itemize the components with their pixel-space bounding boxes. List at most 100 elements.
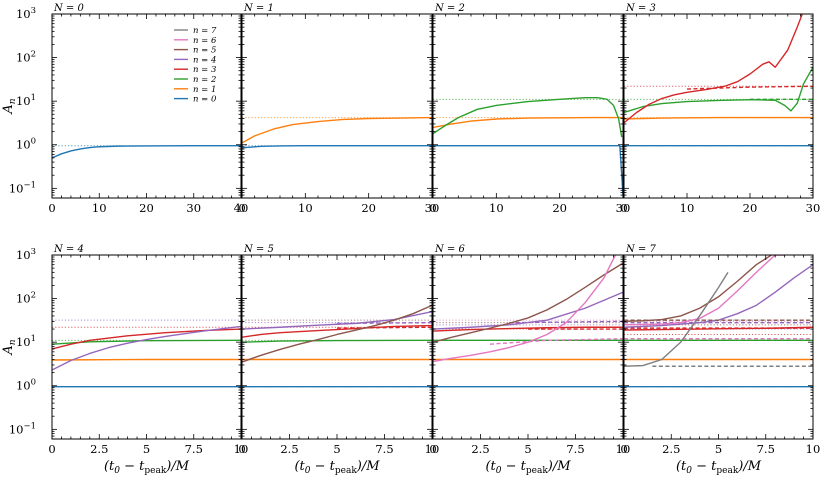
x-tick-label: 2.5: [280, 442, 298, 456]
curves: [433, 97, 623, 196]
y-tick-exponent: 1: [31, 334, 36, 344]
y-tick-label: 100: [16, 378, 36, 393]
y-tick-base: 10: [16, 94, 31, 108]
y-tick-label: 100: [16, 137, 36, 152]
x-axis-label-sub: peak: [716, 466, 738, 476]
x-tick-label: 7.5: [375, 442, 393, 456]
y-tick-exponent: −1: [23, 180, 36, 190]
y-tick-base: 10: [16, 51, 31, 65]
x-tick-label: 30: [806, 201, 821, 215]
legend-label: n = 4: [193, 55, 216, 65]
curves: [52, 325, 241, 388]
x-tick-label: 10: [92, 201, 107, 215]
x-axis-label-part: − t: [310, 459, 335, 474]
panel-title: N = 2: [434, 3, 465, 14]
y-tick-base: 10: [16, 292, 31, 306]
legend-label: n = 5: [193, 46, 216, 56]
x-axis-label-sub: 0: [305, 466, 311, 476]
x-tick-label: 5: [143, 442, 150, 456]
panel-1: 0 10 20 30 N = 1: [238, 3, 439, 215]
x-axis-label-part: (t: [676, 459, 687, 474]
panel-frame: [432, 254, 624, 440]
legend: n = 7n = 6n = 5n = 4n = 3n = 2n = 1n = 0: [174, 26, 217, 105]
x-axis-label-sub: 0: [114, 466, 120, 476]
y-tick-label: 103: [16, 247, 36, 262]
y-tick-exponent: 0: [31, 378, 36, 388]
y-axis-label-sub: n: [8, 98, 18, 104]
x-axis-label-part: )/M: [737, 459, 761, 474]
curves: [624, 14, 813, 147]
x-axis-label-part: (t: [485, 459, 496, 474]
x-tick-label: 10: [234, 442, 249, 456]
series-n6-solid: [624, 255, 785, 326]
y-tick-base: 10: [16, 7, 31, 21]
y-tick-exponent: 1: [31, 93, 36, 103]
x-tick-label: 5: [524, 442, 531, 456]
reference-lines: [624, 85, 813, 147]
y-tick-base: 10: [16, 335, 31, 349]
x-tick-label: 7.5: [566, 442, 584, 456]
x-tick-label: 20: [139, 201, 154, 215]
panel-3: 0 10 20 30 N = 3: [620, 3, 820, 215]
x-tick-label: 7.5: [185, 442, 203, 456]
x-tick-label: 10: [806, 442, 821, 456]
series-n5-solid: [433, 262, 623, 343]
x-axis-label-part: )/M: [547, 459, 571, 474]
y-tick-exponent: 2: [31, 50, 36, 60]
panel-frame: [623, 13, 814, 199]
series-n0-solid: [52, 145, 241, 159]
legend-label: n = 2: [193, 75, 216, 85]
x-tick-label: 0: [48, 201, 55, 215]
series-n5-solid: [624, 255, 772, 323]
x-axis-label: (t0 − tpeak)/M: [676, 459, 762, 476]
panel-2: 0 10 20 30 N = 2: [429, 3, 630, 215]
y-tick-label: 10−1: [9, 421, 36, 436]
x-tick-label: 2.5: [662, 442, 680, 456]
x-axis-label-part: − t: [120, 459, 145, 474]
x-axis-label: (t0 − tpeak)/M: [485, 459, 571, 476]
y-tick-label: 101: [16, 334, 36, 349]
x-tick-label: 10: [616, 442, 631, 456]
x-tick-label: 10: [298, 201, 313, 215]
series-n1-solid: [433, 116, 623, 129]
y-tick-exponent: 3: [31, 247, 36, 257]
y-tick-label: 10−1: [9, 180, 36, 195]
series-n4-solid: [624, 264, 813, 328]
reference-lines: [242, 117, 432, 147]
y-tick-base: 10: [9, 422, 24, 436]
series-n3-dashed: [336, 326, 432, 329]
x-tick-label: 10: [489, 201, 504, 215]
x-tick-label: 0: [429, 201, 436, 215]
x-tick-label: 30: [616, 201, 631, 215]
x-tick-label: 20: [743, 201, 758, 215]
legend-label: n = 3: [193, 65, 216, 75]
x-tick-label: 0: [620, 201, 627, 215]
curves: [433, 255, 623, 388]
panel-7: 0 2.5 5 7.5 10N = 7(t0 − tpeak)/M: [620, 244, 820, 476]
curves: [242, 304, 432, 388]
curves: [624, 255, 813, 388]
x-axis-label-sub: peak: [144, 466, 166, 476]
x-axis-label-part: − t: [501, 459, 526, 474]
x-axis-label-part: (t: [294, 459, 305, 474]
legend-label: n = 0: [193, 95, 217, 105]
x-tick-label: 20: [552, 201, 567, 215]
curves: [52, 145, 241, 159]
series-n3-solid: [624, 14, 803, 124]
legend-label: n = 1: [193, 85, 216, 95]
panel-title: N = 3: [625, 3, 656, 14]
y-axis-label-main: A: [1, 345, 16, 355]
x-tick-label: 40: [234, 201, 249, 215]
x-axis-label-part: − t: [692, 459, 717, 474]
y-axis-label-sub: n: [8, 339, 18, 345]
x-tick-label: 0: [429, 442, 436, 456]
legend-label: n = 6: [193, 36, 217, 46]
x-tick-label: 0: [48, 442, 55, 456]
panel-title: N = 0: [53, 3, 84, 14]
y-axis-label-main: A: [1, 104, 16, 114]
series-n6-dashed: [489, 338, 623, 345]
y-tick-exponent: 3: [31, 6, 36, 16]
